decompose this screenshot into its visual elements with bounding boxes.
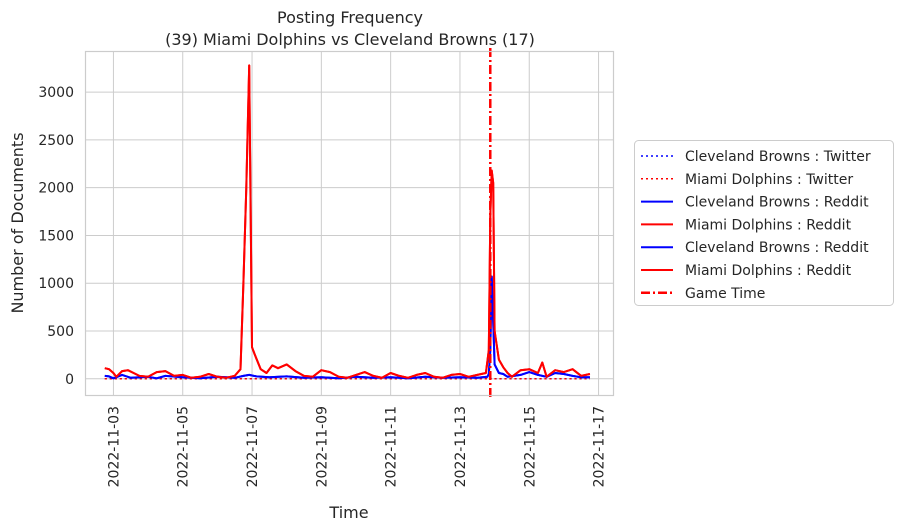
- series-line-miami-dolphins-reddit: [104, 64, 591, 379]
- x-axis-label: Time: [328, 503, 368, 522]
- x-tick-label: 2022-11-15: [522, 406, 538, 487]
- x-tick-label: 2022-11-11: [384, 406, 400, 487]
- y-axis-label: Number of Documents: [8, 132, 27, 313]
- y-tick-label: 2000: [38, 181, 74, 197]
- x-tick-label: 2022-11-07: [245, 406, 261, 487]
- x-tick-label: 2022-11-03: [106, 406, 122, 487]
- legend-items: Cleveland Browns : Twitter Miami Dolphins…: [641, 149, 871, 302]
- gridlines: [86, 52, 613, 395]
- legend-label: Miami Dolphins : Reddit: [685, 217, 852, 233]
- legend-label: Cleveland Browns : Twitter: [685, 149, 871, 165]
- legend-label: Miami Dolphins : Reddit: [685, 263, 852, 279]
- plot-lines: [104, 48, 591, 397]
- axis-ticks: 2022-11-03 2022-11-05 2022-11-07 2022-11-09…: [38, 85, 607, 487]
- y-tick-label: 500: [47, 324, 74, 340]
- plot-frame: [84, 50, 615, 397]
- chart-title: Posting Frequency: [277, 8, 423, 27]
- y-tick-label: 3000: [38, 85, 74, 101]
- y-tick-label: 1000: [38, 276, 74, 292]
- chart-subtitle: (39) Miami Dolphins vs Cleveland Browns …: [165, 30, 535, 49]
- legend-label: Miami Dolphins : Twitter: [685, 172, 853, 188]
- legend: Cleveland Browns : Twitter Miami Dolphins…: [634, 140, 894, 306]
- x-tick-label: 2022-11-17: [592, 406, 608, 487]
- x-tick-label: 2022-11-05: [176, 406, 192, 487]
- y-tick-label: 1500: [38, 228, 74, 244]
- legend-frame: [634, 140, 894, 306]
- legend-label: Game Time: [685, 286, 765, 302]
- legend-label: Cleveland Browns : Reddit: [685, 240, 869, 256]
- x-tick-label: 2022-11-13: [453, 406, 469, 487]
- legend-label: Cleveland Browns : Reddit: [685, 195, 869, 211]
- y-tick-label: 2500: [38, 133, 74, 149]
- x-tick-label: 2022-11-09: [314, 406, 330, 487]
- y-tick-label: 0: [65, 372, 74, 388]
